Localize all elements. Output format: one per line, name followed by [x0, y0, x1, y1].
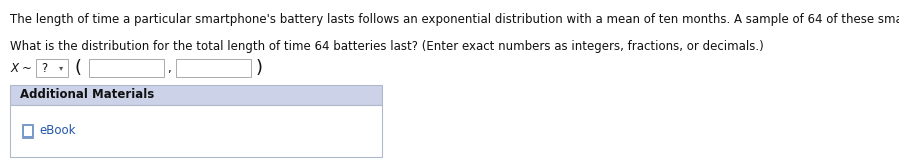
- Text: ?: ?: [41, 62, 48, 75]
- Text: What is the distribution for the total length of time 64 batteries last? (Enter : What is the distribution for the total l…: [10, 40, 764, 53]
- Text: The length of time a particular smartphone's battery lasts follows an exponentia: The length of time a particular smartpho…: [10, 13, 899, 26]
- Text: (: (: [75, 59, 82, 77]
- FancyBboxPatch shape: [10, 85, 382, 105]
- FancyBboxPatch shape: [176, 59, 251, 77]
- FancyBboxPatch shape: [23, 126, 31, 136]
- Text: ▾: ▾: [59, 63, 63, 72]
- FancyBboxPatch shape: [22, 124, 33, 138]
- Text: ,: ,: [167, 62, 171, 75]
- Text: X: X: [10, 62, 18, 75]
- Text: ): ): [256, 59, 263, 77]
- FancyBboxPatch shape: [10, 105, 382, 157]
- Text: ~: ~: [22, 62, 31, 75]
- FancyBboxPatch shape: [89, 59, 164, 77]
- Text: Additional Materials: Additional Materials: [20, 89, 155, 101]
- Text: eBook: eBook: [39, 124, 76, 137]
- FancyBboxPatch shape: [36, 59, 68, 77]
